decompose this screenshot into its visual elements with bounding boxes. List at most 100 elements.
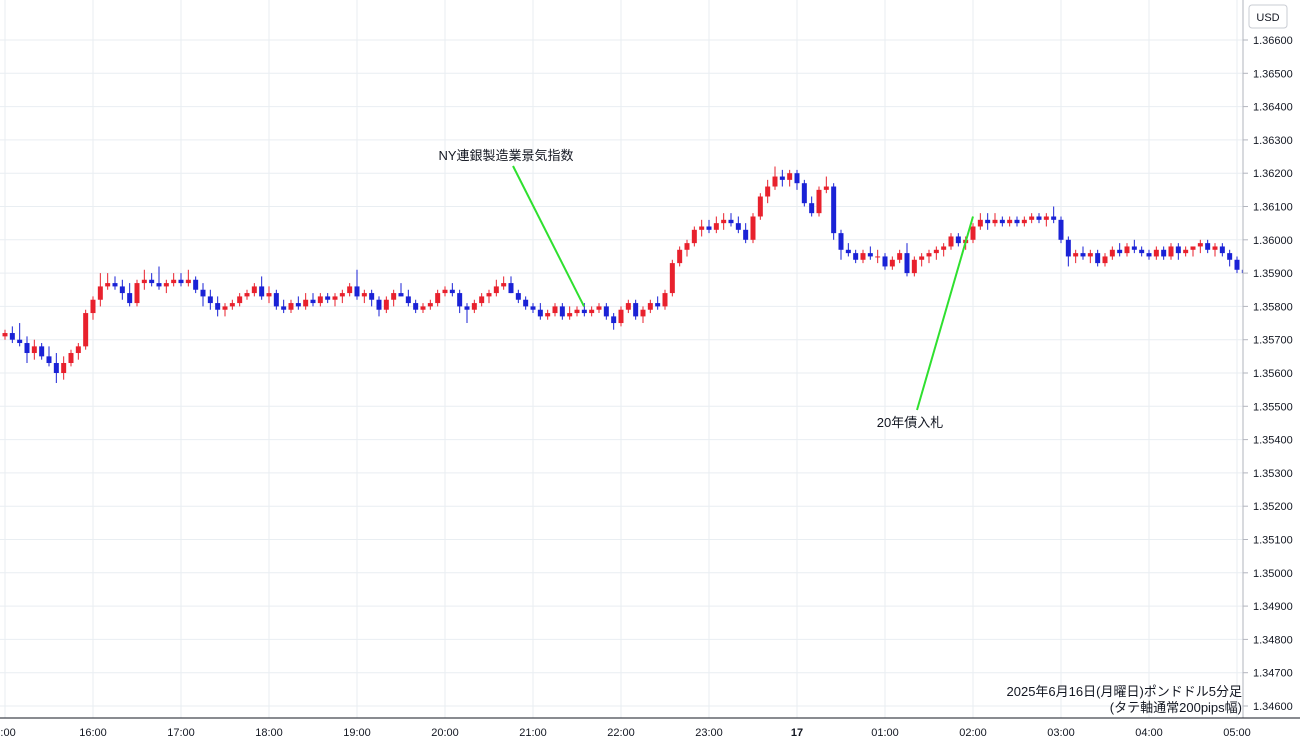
candle-body [207, 296, 213, 304]
candle-body [288, 303, 294, 310]
candle-body [545, 313, 551, 317]
candle-body [185, 279, 191, 284]
candle-body [464, 306, 470, 310]
currency-badge[interactable] [1248, 4, 1288, 29]
candle-body [721, 219, 727, 224]
candle-body [985, 219, 991, 224]
candle-body [1051, 216, 1057, 220]
time-tick-label: 04:00 [1135, 727, 1163, 739]
candle-body [178, 279, 184, 284]
candle-body [317, 296, 323, 304]
candle-body [347, 286, 353, 294]
candle-body [361, 293, 367, 297]
candle-body [1036, 216, 1042, 220]
candle-body [970, 226, 976, 240]
candle-body [537, 309, 543, 317]
candle-body [119, 286, 125, 294]
time-tick-label: 18:00 [255, 727, 283, 739]
candle-body [449, 289, 455, 294]
candle-body [757, 196, 763, 217]
candle-body [735, 223, 741, 230]
candle-body [633, 303, 639, 317]
candle-body [919, 256, 925, 260]
candle-body [1087, 253, 1093, 257]
candle-body [83, 313, 89, 347]
candle-body [266, 293, 272, 297]
price-tick-label: 1.35500 [1253, 401, 1293, 413]
candle-body [39, 346, 45, 357]
price-axis-ticks: 1.36600 1.36500 1.36400 1.36300 1.36200 1.361… [1243, 35, 1293, 713]
time-tick-label: 20:00 [431, 727, 459, 739]
candle-body [149, 279, 155, 284]
candle-body [1161, 249, 1167, 257]
price-tick-label: 1.36000 [1253, 235, 1293, 247]
candle-body [215, 303, 221, 310]
candle-body [259, 286, 265, 297]
candle-body [442, 289, 448, 294]
candle-body [427, 303, 433, 307]
candle-body [1168, 246, 1174, 257]
candle-body [706, 226, 712, 230]
candle-body [325, 296, 331, 300]
candle-body [523, 299, 529, 307]
candle-body [405, 296, 411, 304]
price-tick-label: 1.35900 [1253, 268, 1293, 280]
candle-body [134, 283, 140, 304]
candle-body [457, 293, 463, 307]
candle-body [1109, 249, 1115, 257]
candle-body [435, 293, 441, 304]
time-tick-label: 02:00 [959, 727, 987, 739]
candle-body [743, 229, 749, 240]
candle-body [163, 283, 169, 287]
candle-body [677, 249, 683, 264]
candle-body [68, 353, 74, 364]
price-tick-label: 1.35000 [1253, 568, 1293, 580]
candle-body [574, 309, 580, 314]
price-tick-label: 1.34900 [1253, 601, 1293, 613]
price-tick-label: 1.36100 [1253, 202, 1293, 214]
price-tick-label: 1.35600 [1253, 368, 1293, 380]
candle-body [831, 186, 837, 234]
candle-body [383, 299, 389, 310]
candle-body [559, 306, 565, 317]
candle-body [339, 293, 345, 297]
candle-body [1146, 253, 1152, 257]
candle-body [860, 253, 866, 260]
candle-body [471, 303, 477, 310]
candle-body [713, 223, 719, 230]
footnote-line-2: (タテ軸通常200pips幅) [1110, 700, 1242, 715]
candle-body [772, 176, 778, 187]
annotation-label: NY連銀製造業景気指数 [438, 148, 573, 163]
candle-body [904, 253, 910, 274]
candle-body [691, 229, 697, 244]
candle-body [977, 219, 983, 227]
time-tick-label: 22:00 [607, 727, 635, 739]
candle-body [229, 303, 235, 307]
candle-body [794, 173, 800, 184]
currency-label: USD [1256, 12, 1279, 24]
candle-body [875, 256, 881, 258]
candle-body [1058, 219, 1064, 240]
price-tick-label: 1.36200 [1253, 168, 1293, 180]
candle-body [552, 306, 558, 314]
candle-body [750, 216, 756, 240]
price-tick-label: 1.35100 [1253, 535, 1293, 547]
candles-layer [2, 166, 1299, 383]
candle-body [493, 286, 499, 294]
candle-body [156, 283, 162, 287]
candle-body [625, 303, 631, 310]
candle-body [955, 236, 961, 244]
candle-body [1014, 219, 1020, 224]
candle-body [640, 309, 646, 317]
candle-body [669, 263, 675, 294]
candle-body [391, 293, 397, 300]
candle-body [17, 339, 23, 344]
candle-body [413, 303, 419, 310]
candle-body [662, 293, 668, 307]
candle-body [127, 293, 133, 304]
time-tick-label: 17:00 [167, 727, 195, 739]
annotation-pointer [916, 216, 974, 411]
candle-body [1021, 219, 1027, 224]
candle-body [1095, 253, 1101, 264]
